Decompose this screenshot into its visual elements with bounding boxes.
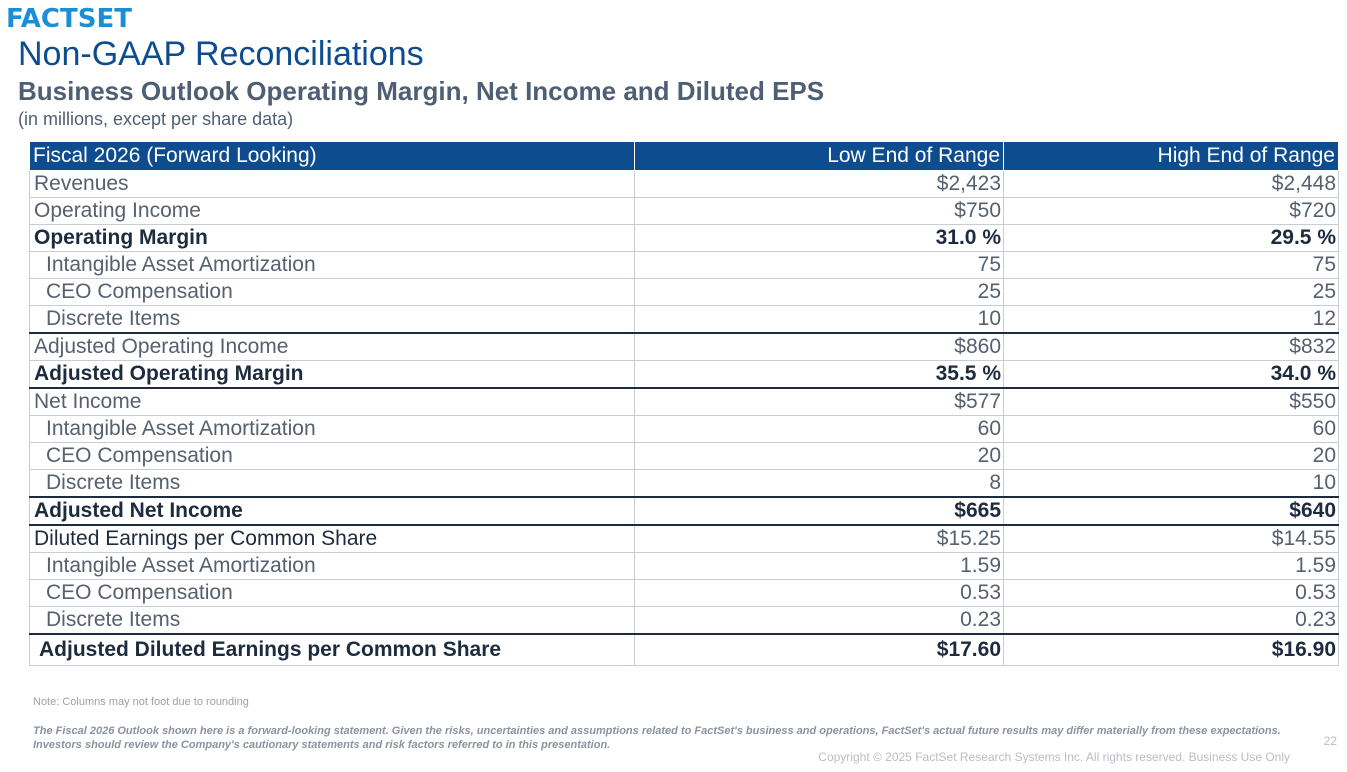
table-row-net-income: Net Income $577 $550: [29, 387, 1339, 416]
table-row-adjusted-net-income: Adjusted Net Income $665 $640: [29, 496, 1339, 526]
high-value: 34.0 %: [1003, 360, 1339, 389]
factset-logo: FACTSET: [6, 4, 132, 34]
table-row-discrete-items: Discrete Items 0.23 0.23: [29, 606, 1339, 635]
page-number: 22: [1323, 734, 1337, 748]
low-value: 0.23: [634, 606, 1004, 635]
column-header-low: Low End of Range: [634, 141, 1004, 171]
table-row-intangible-amortization: Intangible Asset Amortization 1.59 1.59: [29, 552, 1339, 580]
table-row-operating-margin: Operating Margin 31.0 % 29.5 %: [29, 224, 1339, 252]
copyright-notice: Copyright © 2025 FactSet Research System…: [818, 750, 1290, 764]
table-row-adjusted-operating-margin: Adjusted Operating Margin 35.5 % 34.0 %: [29, 360, 1339, 389]
low-value: 10: [634, 305, 1004, 334]
table-row-adjusted-diluted-eps: Adjusted Diluted Earnings per Common Sha…: [29, 633, 1339, 666]
table-row-diluted-eps: Diluted Earnings per Common Share $15.25…: [29, 524, 1339, 553]
row-label: Intangible Asset Amortization: [29, 552, 635, 580]
high-value: $2,448: [1003, 170, 1339, 198]
high-value: 12: [1003, 305, 1339, 334]
column-header-period: Fiscal 2026 (Forward Looking): [29, 141, 635, 171]
high-value: $832: [1003, 332, 1339, 361]
low-value: $860: [634, 332, 1004, 361]
reconciliation-table: Fiscal 2026 (Forward Looking) Low End of…: [29, 141, 1339, 666]
low-value: 20: [634, 442, 1004, 470]
table-row-ceo-compensation: CEO Compensation 0.53 0.53: [29, 579, 1339, 607]
table-row-discrete-items: Discrete Items 8 10: [29, 469, 1339, 498]
row-label: Adjusted Operating Margin: [29, 360, 635, 389]
low-value: 35.5 %: [634, 360, 1004, 389]
rounding-note: Note: Columns may not foot due to roundi…: [33, 696, 249, 708]
row-label: Net Income: [29, 387, 635, 416]
high-value: $14.55: [1003, 524, 1339, 553]
low-value: $750: [634, 197, 1004, 225]
page-title: Non-GAAP Reconciliations: [18, 35, 424, 73]
table-row-intangible-amortization: Intangible Asset Amortization 60 60: [29, 415, 1339, 443]
row-label: Operating Income: [29, 197, 635, 225]
high-value: 20: [1003, 442, 1339, 470]
table-row-revenues: Revenues $2,423 $2,448: [29, 170, 1339, 198]
low-value: 0.53: [634, 579, 1004, 607]
row-label: Adjusted Net Income: [29, 496, 635, 526]
row-label: Adjusted Operating Income: [29, 332, 635, 361]
units-caption: (in millions, except per share data): [18, 109, 294, 129]
high-value: 75: [1003, 251, 1339, 279]
forward-looking-disclaimer: The Fiscal 2026 Outlook shown here is a …: [33, 725, 1281, 751]
row-label: CEO Compensation: [29, 278, 635, 306]
low-value: 25: [634, 278, 1004, 306]
high-value: 29.5 %: [1003, 224, 1339, 252]
table-row-ceo-compensation: CEO Compensation 25 25: [29, 278, 1339, 306]
low-value: 31.0 %: [634, 224, 1004, 252]
row-label: Adjusted Diluted Earnings per Common Sha…: [29, 633, 635, 666]
page-subtitle: Business Outlook Operating Margin, Net I…: [18, 76, 825, 106]
high-value: $16.90: [1003, 633, 1339, 666]
low-value: $17.60: [634, 633, 1004, 666]
high-value: 1.59: [1003, 552, 1339, 580]
low-value: $665: [634, 496, 1004, 526]
high-value: 25: [1003, 278, 1339, 306]
row-label: Intangible Asset Amortization: [29, 415, 635, 443]
row-label: Operating Margin: [29, 224, 635, 252]
row-label: CEO Compensation: [29, 442, 635, 470]
row-label: Intangible Asset Amortization: [29, 251, 635, 279]
table-row-operating-income: Operating Income $750 $720: [29, 197, 1339, 225]
low-value: 8: [634, 469, 1004, 498]
column-header-high: High End of Range: [1003, 141, 1339, 171]
row-label: CEO Compensation: [29, 579, 635, 607]
low-value: $15.25: [634, 524, 1004, 553]
table-row-discrete-items: Discrete Items 10 12: [29, 305, 1339, 334]
row-label: Discrete Items: [29, 606, 635, 635]
high-value: $550: [1003, 387, 1339, 416]
high-value: 60: [1003, 415, 1339, 443]
low-value: 1.59: [634, 552, 1004, 580]
row-label: Discrete Items: [29, 305, 635, 334]
table-row-ceo-compensation: CEO Compensation 20 20: [29, 442, 1339, 470]
low-value: $2,423: [634, 170, 1004, 198]
low-value: 75: [634, 251, 1004, 279]
high-value: $640: [1003, 496, 1339, 526]
table-row-adjusted-operating-income: Adjusted Operating Income $860 $832: [29, 332, 1339, 361]
table-header-row: Fiscal 2026 (Forward Looking) Low End of…: [29, 141, 1339, 171]
low-value: 60: [634, 415, 1004, 443]
row-label: Revenues: [29, 170, 635, 198]
table-row-intangible-amortization: Intangible Asset Amortization 75 75: [29, 251, 1339, 279]
high-value: $720: [1003, 197, 1339, 225]
low-value: $577: [634, 387, 1004, 416]
high-value: 10: [1003, 469, 1339, 498]
high-value: 0.53: [1003, 579, 1339, 607]
high-value: 0.23: [1003, 606, 1339, 635]
row-label: Diluted Earnings per Common Share: [29, 524, 635, 553]
row-label: Discrete Items: [29, 469, 635, 498]
